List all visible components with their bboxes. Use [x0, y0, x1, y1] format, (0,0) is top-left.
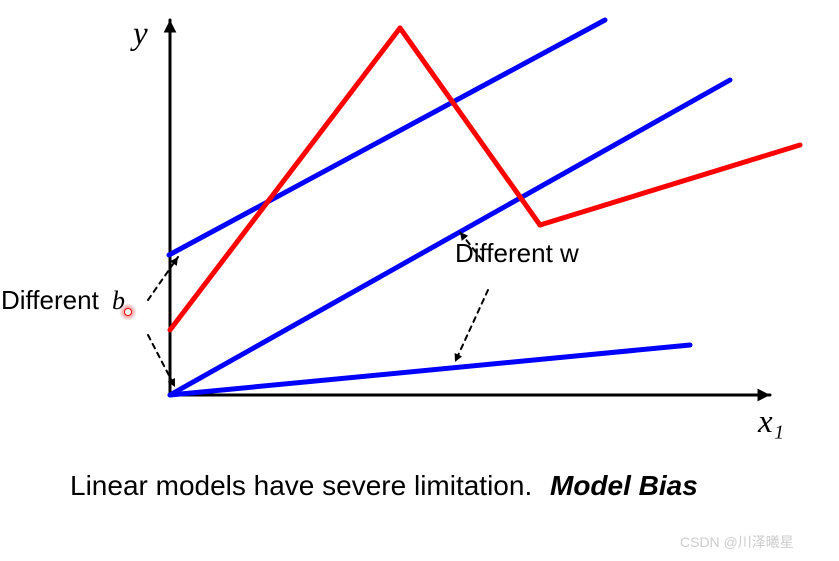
caption-main: Linear models have severe limitation.	[70, 470, 532, 501]
caption-row: Linear models have severe limitation.	[70, 470, 532, 502]
different-b-label: Different b	[1, 285, 125, 316]
different-b-text: Different	[1, 285, 99, 315]
x-axis-label: x₁	[758, 404, 784, 441]
different-w-label: Different w	[455, 238, 579, 269]
laser-pointer-icon	[119, 303, 137, 321]
watermark-text: CSDN @川泽曦星	[680, 532, 794, 552]
y-axis-label: y	[133, 16, 148, 53]
diagram-container: y x₁ Different b Different w Linear mode…	[0, 0, 839, 556]
caption-bold: Model Bias	[550, 470, 698, 502]
